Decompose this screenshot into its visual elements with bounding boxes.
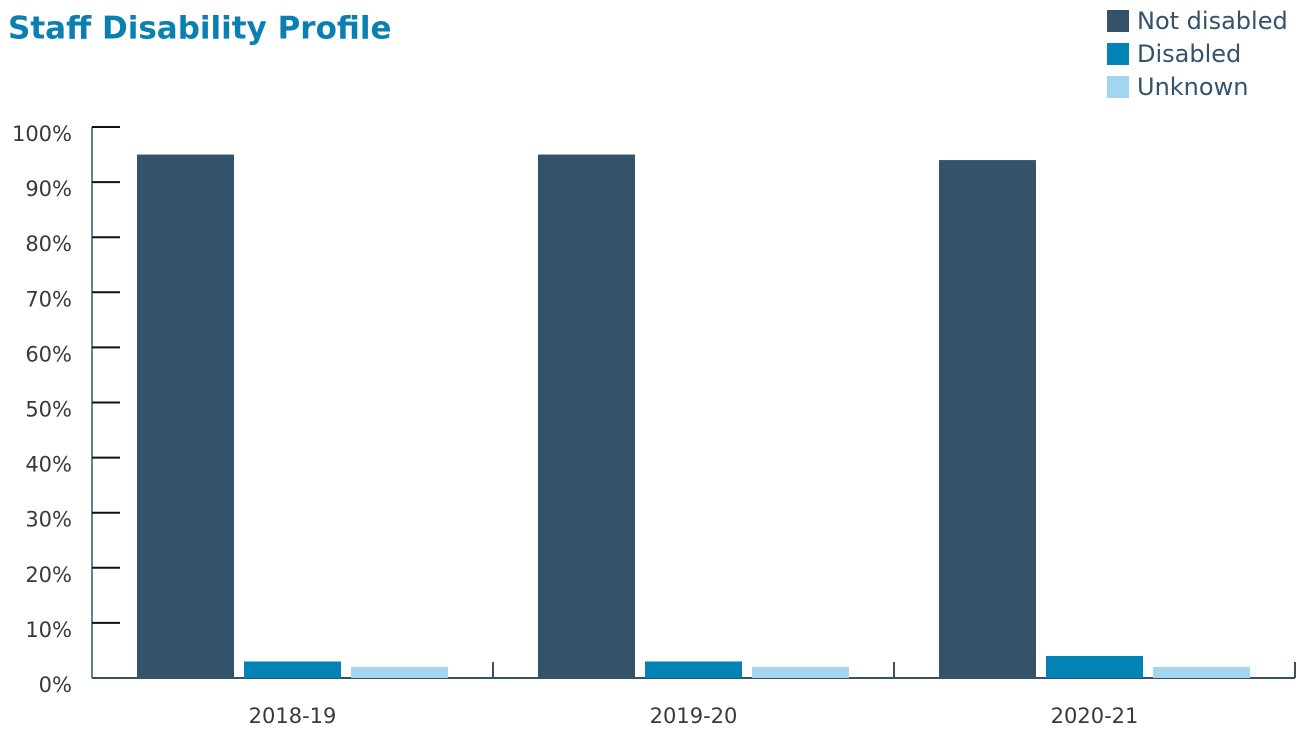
legend-swatch (1107, 10, 1129, 32)
legend-label: Disabled (1137, 40, 1241, 68)
bar (137, 154, 234, 679)
legend-swatch (1107, 76, 1129, 98)
y-tick-label: 0% (39, 673, 72, 697)
x-tick-label: 2020-21 (1051, 704, 1139, 728)
bar (1046, 655, 1143, 678)
bar (351, 666, 448, 678)
bar (538, 154, 635, 679)
y-tick-label: 20% (25, 563, 72, 587)
y-tick-label: 70% (25, 287, 72, 311)
bar (244, 661, 341, 678)
legend-label: Unknown (1137, 73, 1248, 101)
chart-title: Staff Disability Profile (8, 11, 392, 47)
legend-label: Not disabled (1137, 7, 1288, 35)
bar (1153, 666, 1250, 678)
x-tick-label: 2018-19 (249, 704, 337, 728)
y-tick-label: 10% (25, 618, 72, 642)
y-tick-label: 30% (25, 508, 72, 532)
bar (939, 160, 1036, 678)
legend-swatch (1107, 43, 1129, 65)
y-tick-label: 50% (25, 398, 72, 422)
x-tick-label: 2019-20 (650, 704, 738, 728)
y-tick-label: 60% (25, 342, 72, 366)
bar (752, 666, 849, 678)
y-tick-label: 100% (12, 122, 72, 146)
bar (645, 661, 742, 678)
y-tick-label: 80% (25, 232, 72, 256)
y-tick-label: 90% (25, 177, 72, 201)
y-tick-label: 40% (25, 453, 72, 477)
